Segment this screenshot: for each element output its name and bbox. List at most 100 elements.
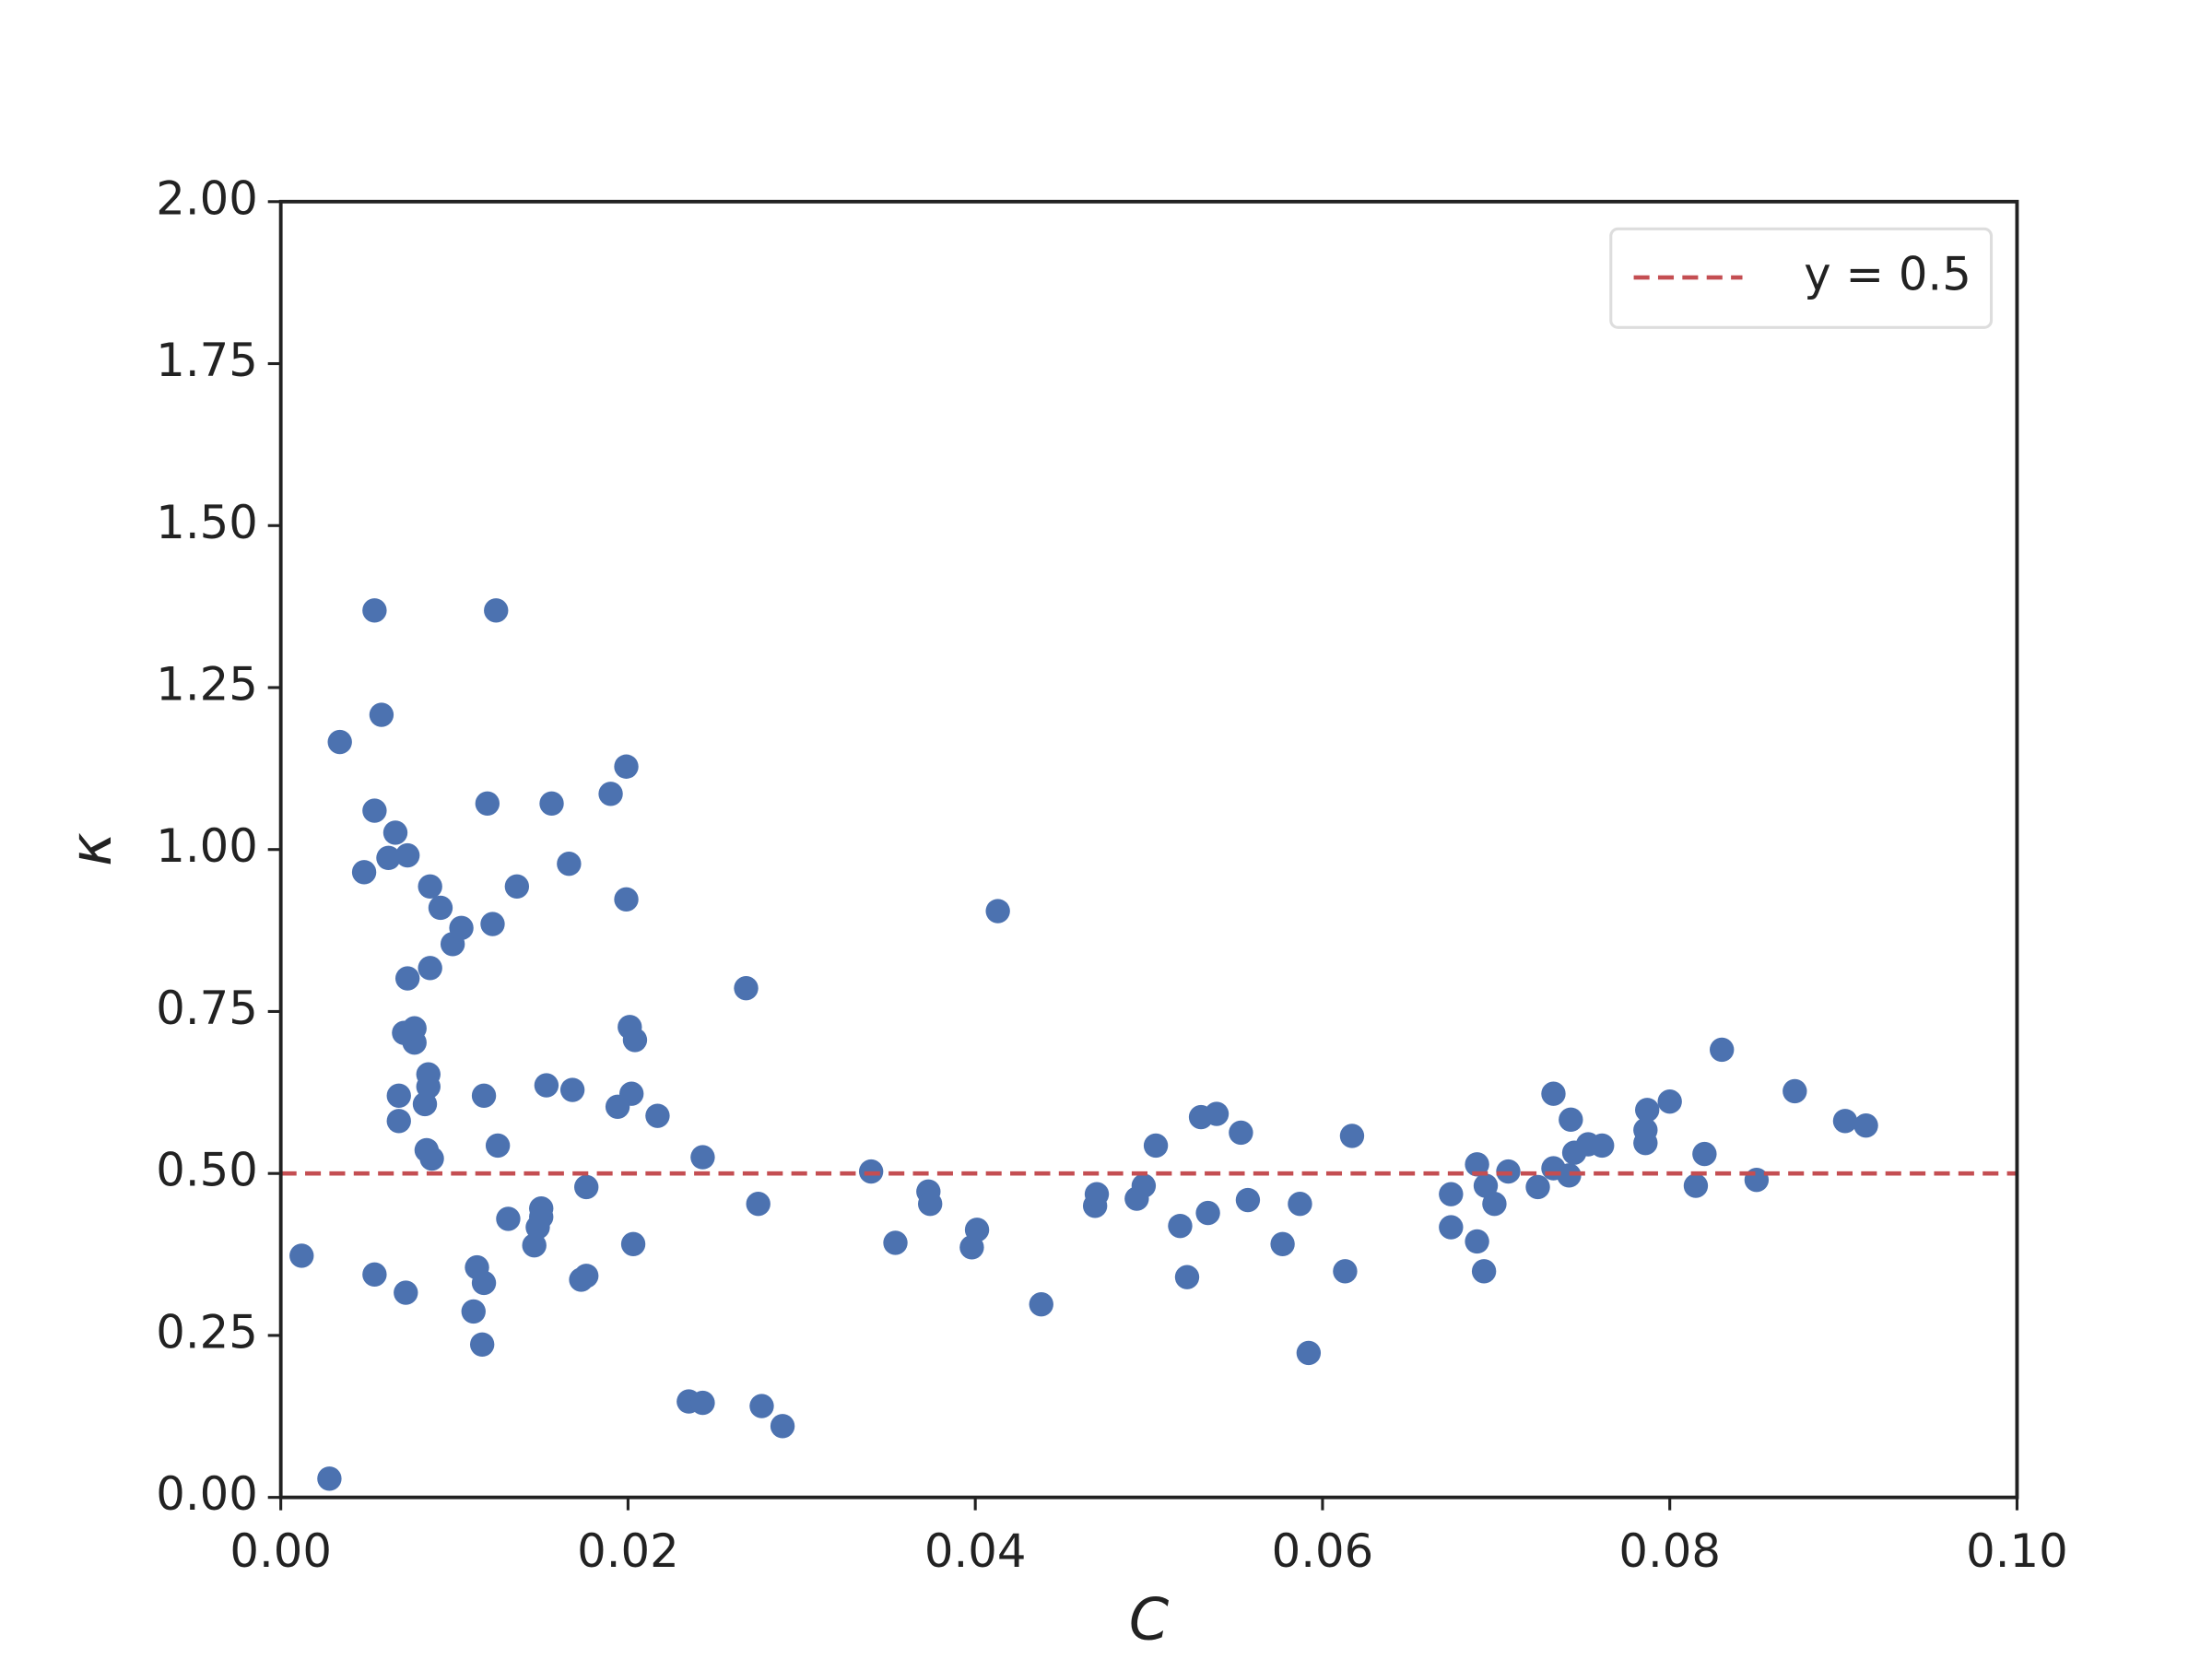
x-tick-label: 0.00 [229, 1524, 332, 1578]
point [1229, 1120, 1253, 1146]
point [883, 1230, 908, 1255]
point [1439, 1182, 1464, 1206]
point [1296, 1340, 1322, 1366]
point [1204, 1101, 1230, 1126]
point [496, 1206, 521, 1231]
point [1657, 1088, 1682, 1114]
y-tick-label: 1.75 [156, 334, 258, 387]
point [1029, 1291, 1053, 1317]
point [449, 915, 474, 940]
point [574, 1174, 599, 1200]
point [645, 1103, 670, 1128]
x-tick-label: 0.08 [1618, 1524, 1721, 1578]
x-tick-label: 0.04 [924, 1524, 1027, 1578]
point [1471, 1259, 1497, 1284]
y-tick-label: 0.75 [156, 982, 258, 1035]
point [394, 1280, 418, 1305]
point [1270, 1231, 1295, 1256]
point [522, 1233, 547, 1258]
point [1174, 1265, 1200, 1289]
point [461, 1299, 486, 1324]
y-tick-label: 0.50 [156, 1144, 258, 1197]
point [1832, 1109, 1858, 1134]
point [614, 754, 639, 779]
point [428, 895, 453, 921]
point [1339, 1124, 1365, 1148]
point [614, 887, 639, 912]
point [985, 899, 1010, 924]
point [534, 1073, 559, 1098]
point [317, 1466, 342, 1491]
point [1131, 1173, 1157, 1198]
point [1557, 1163, 1582, 1188]
point [1333, 1259, 1358, 1284]
point [770, 1414, 795, 1439]
legend-label: y = 0.5 [1804, 248, 1971, 301]
point [362, 1262, 387, 1288]
point [418, 956, 442, 981]
point [362, 798, 387, 823]
plot-frame [278, 199, 2019, 1500]
point [1559, 1107, 1583, 1133]
y-tick-label: 1.25 [156, 657, 258, 711]
point [484, 598, 509, 623]
point [1473, 1173, 1499, 1198]
point [690, 1390, 715, 1416]
point [559, 1077, 585, 1102]
point [504, 874, 530, 899]
y-tick-label: 0.00 [156, 1467, 258, 1521]
point [289, 1243, 314, 1268]
point [376, 845, 401, 871]
point [964, 1218, 990, 1242]
point [1590, 1133, 1615, 1159]
point [327, 729, 352, 755]
point [1633, 1130, 1658, 1156]
point [1783, 1078, 1807, 1104]
point [416, 1074, 441, 1100]
x-tick-label: 0.06 [1272, 1524, 1374, 1578]
point [734, 975, 759, 1001]
point [382, 820, 408, 845]
point [749, 1394, 774, 1418]
point [369, 702, 394, 727]
point [394, 966, 420, 991]
point [1853, 1112, 1878, 1138]
point [386, 1083, 411, 1109]
point [557, 851, 582, 877]
point [402, 1016, 427, 1041]
point [1525, 1174, 1550, 1200]
point [1084, 1182, 1110, 1206]
point [386, 1109, 411, 1134]
point [529, 1205, 554, 1230]
point [485, 1133, 511, 1159]
point [1635, 1098, 1660, 1123]
point [419, 1146, 444, 1171]
y-tick-label: 1.50 [156, 496, 258, 549]
point [690, 1145, 715, 1170]
point [1195, 1200, 1220, 1226]
point [1168, 1213, 1193, 1239]
point [394, 842, 420, 868]
y-tick-label: 0.25 [156, 1305, 258, 1359]
point [469, 1332, 495, 1357]
y-tick-label: 2.00 [156, 171, 258, 225]
point [1143, 1133, 1169, 1159]
point [598, 782, 623, 806]
point [1439, 1215, 1464, 1240]
point [620, 1231, 646, 1256]
point [746, 1192, 771, 1217]
point [471, 1270, 497, 1296]
point [1692, 1141, 1717, 1167]
point [1482, 1192, 1507, 1217]
point [351, 860, 377, 885]
point [618, 1081, 644, 1106]
point [1710, 1037, 1735, 1063]
point [539, 791, 564, 817]
point [362, 598, 387, 623]
point [918, 1192, 943, 1217]
point [622, 1028, 648, 1053]
point [471, 1083, 497, 1109]
y-tick-label: 1.00 [156, 819, 258, 873]
